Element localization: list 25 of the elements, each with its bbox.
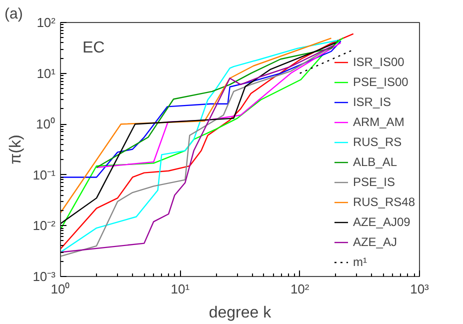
x-tick-label: 10¹ (170, 282, 190, 296)
x-tick-label: 10⁰ (50, 282, 70, 296)
legend-label: ARM_AM (352, 115, 404, 129)
legend-label: ISR_IS (352, 95, 391, 109)
y-tick-label: 10² (36, 15, 56, 30)
legend-label: AZE_AJ09 (352, 215, 410, 229)
legend-label: AZE_AJ (352, 235, 397, 249)
y-tick-label: 10⁻³ (32, 269, 56, 284)
annotation: EC (82, 40, 105, 56)
x-tick-label: 10² (290, 282, 310, 296)
y-axis-title: π(k) (8, 134, 25, 164)
y-tick-label: 10⁰ (36, 116, 56, 132)
y-tick-label: 10⁻² (32, 218, 56, 234)
y-tick-label: 10⁻¹ (32, 167, 56, 182)
legend-label: PSE_IS (352, 175, 395, 189)
y-tick-label: 10¹ (36, 66, 56, 81)
legend-label: m¹ (352, 255, 368, 269)
legend-label: RUS_RS (352, 135, 402, 149)
text: (a) (4, 6, 23, 22)
legend-label: PSE_IS00 (352, 75, 408, 89)
legend-label: ALB_AL (352, 155, 398, 169)
x-tick-label: 10³ (410, 282, 430, 296)
x-axis-title: degree k (208, 304, 272, 322)
legend-label: ISR_IS00 (352, 55, 404, 69)
legend-label: RUS_RS48 (352, 195, 415, 209)
